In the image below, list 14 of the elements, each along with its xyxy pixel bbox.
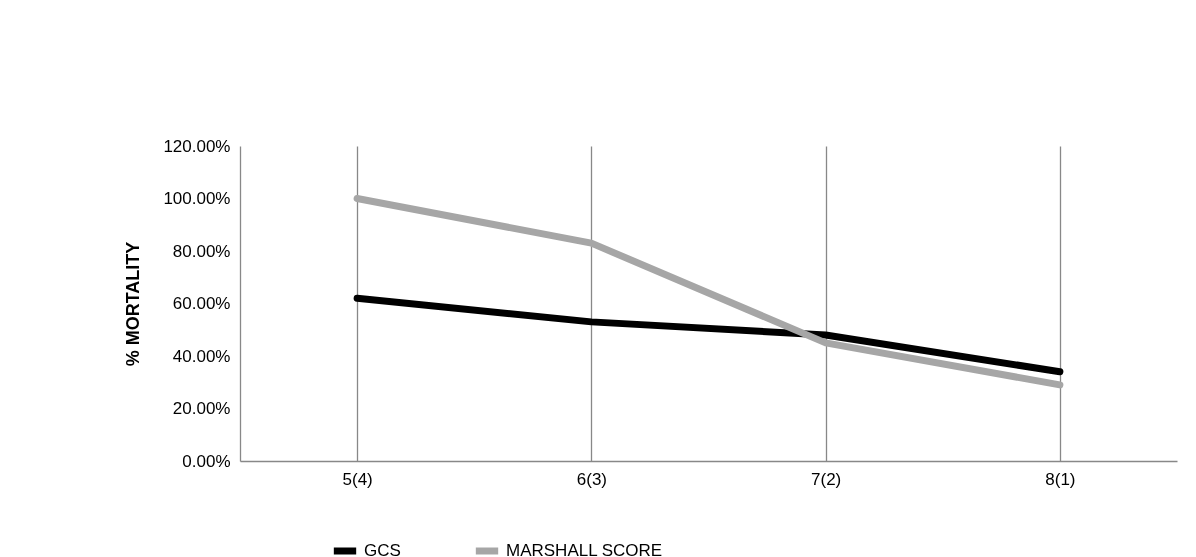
- y-tick-label: 60.00%: [172, 294, 231, 313]
- y-axis-title: % MORTALITY: [123, 241, 144, 367]
- x-tick-label: 8(1): [1045, 469, 1076, 489]
- y-tick-label: 40.00%: [172, 346, 231, 366]
- y-tick-label: 120.00%: [163, 136, 231, 156]
- y-tick-label: 100.00%: [163, 189, 231, 208]
- legend-label: GCS: [364, 541, 401, 557]
- y-tick-label: 0.00%: [182, 451, 231, 471]
- x-tick-label: 7(2): [811, 469, 842, 489]
- y-tick-label: 80.00%: [172, 241, 231, 261]
- x-tick-label: 6(3): [576, 469, 607, 489]
- legend-label: MARSHALL SCORE: [506, 541, 663, 557]
- y-tick-label: 20.00%: [172, 399, 231, 418]
- x-tick-label: 5(4): [342, 469, 373, 489]
